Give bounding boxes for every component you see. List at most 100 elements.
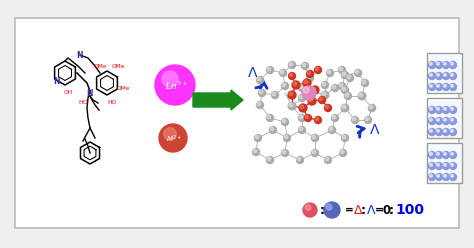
Circle shape [308, 97, 316, 105]
Circle shape [429, 129, 432, 132]
Text: $\Lambda$: $\Lambda$ [366, 204, 376, 217]
Circle shape [311, 86, 319, 94]
Circle shape [437, 118, 439, 121]
Circle shape [282, 150, 286, 154]
Text: :: : [389, 204, 394, 217]
Circle shape [429, 62, 432, 65]
Circle shape [319, 96, 326, 103]
Circle shape [436, 106, 443, 114]
Circle shape [428, 72, 436, 80]
Circle shape [253, 149, 259, 155]
Circle shape [257, 102, 261, 106]
Circle shape [449, 106, 456, 114]
Circle shape [331, 115, 338, 122]
Circle shape [436, 84, 443, 91]
Circle shape [325, 157, 328, 161]
Circle shape [341, 87, 348, 93]
Circle shape [449, 162, 456, 169]
Circle shape [451, 107, 454, 110]
Circle shape [322, 82, 326, 86]
FancyBboxPatch shape [428, 144, 461, 182]
Circle shape [282, 119, 286, 123]
Circle shape [437, 84, 439, 87]
Circle shape [444, 62, 447, 65]
Circle shape [451, 62, 454, 65]
Circle shape [324, 202, 340, 218]
Circle shape [428, 84, 436, 91]
Circle shape [282, 119, 289, 125]
Circle shape [359, 93, 363, 97]
Text: $\Lambda$: $\Lambda$ [369, 123, 381, 137]
Circle shape [429, 107, 432, 110]
Circle shape [332, 115, 336, 119]
Text: $Ln^{3+}$: $Ln^{3+}$ [164, 80, 188, 92]
Circle shape [428, 62, 436, 68]
Circle shape [436, 162, 443, 169]
Circle shape [302, 86, 316, 100]
Circle shape [312, 87, 316, 91]
Circle shape [159, 124, 187, 152]
Text: $M^{2+}$: $M^{2+}$ [166, 133, 182, 145]
Circle shape [289, 62, 295, 68]
Circle shape [449, 62, 456, 68]
Circle shape [289, 103, 293, 107]
Circle shape [444, 163, 447, 166]
Circle shape [428, 162, 436, 169]
Circle shape [280, 69, 286, 76]
Circle shape [289, 92, 292, 95]
Circle shape [443, 118, 449, 124]
Circle shape [162, 127, 184, 149]
Text: HO: HO [108, 100, 117, 105]
Circle shape [339, 67, 343, 71]
Text: OMe: OMe [93, 63, 107, 68]
Circle shape [270, 127, 273, 131]
Circle shape [315, 117, 319, 121]
Circle shape [297, 156, 303, 163]
Circle shape [266, 115, 273, 122]
Circle shape [444, 129, 447, 132]
Circle shape [311, 150, 319, 156]
Circle shape [161, 125, 185, 151]
Circle shape [451, 73, 454, 76]
Circle shape [309, 98, 312, 102]
Circle shape [444, 84, 447, 87]
Circle shape [169, 134, 177, 142]
Circle shape [303, 79, 311, 87]
Circle shape [345, 93, 352, 99]
Circle shape [267, 115, 271, 119]
Circle shape [169, 134, 177, 142]
Circle shape [312, 150, 316, 154]
Circle shape [451, 163, 454, 166]
Circle shape [303, 87, 309, 93]
Circle shape [443, 84, 449, 91]
Text: OMe: OMe [111, 63, 125, 68]
Circle shape [331, 85, 338, 92]
Text: N: N [77, 51, 83, 60]
Text: 0: 0 [383, 204, 391, 217]
Circle shape [299, 95, 303, 99]
Circle shape [429, 84, 432, 87]
Circle shape [341, 134, 348, 142]
Text: HO: HO [78, 100, 88, 105]
FancyBboxPatch shape [427, 143, 462, 183]
Circle shape [299, 104, 307, 112]
Circle shape [339, 150, 346, 156]
Circle shape [284, 135, 288, 139]
Circle shape [253, 149, 257, 153]
Circle shape [341, 71, 348, 79]
Text: =: = [375, 205, 384, 215]
Circle shape [307, 74, 313, 82]
Circle shape [312, 135, 316, 139]
Circle shape [365, 117, 372, 124]
Circle shape [293, 82, 297, 86]
Circle shape [328, 126, 336, 133]
Circle shape [339, 83, 343, 87]
Circle shape [449, 152, 456, 158]
Circle shape [304, 80, 308, 84]
Circle shape [436, 72, 443, 80]
FancyBboxPatch shape [428, 54, 461, 92]
Circle shape [369, 105, 373, 109]
Circle shape [362, 80, 366, 84]
Circle shape [289, 73, 292, 77]
Circle shape [436, 152, 443, 158]
